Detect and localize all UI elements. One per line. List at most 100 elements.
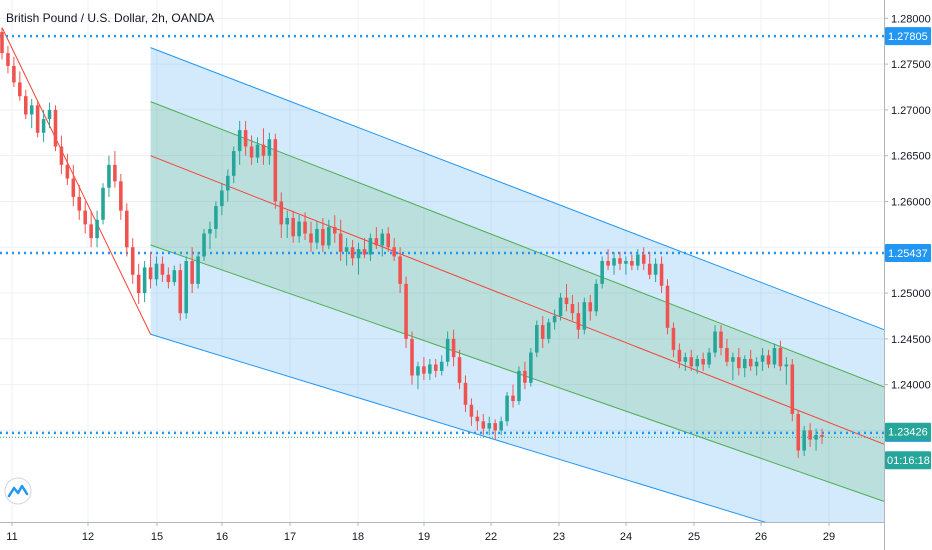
candle-body	[665, 285, 670, 328]
candle-body	[172, 270, 177, 283]
candle-body	[214, 206, 218, 229]
candle-body	[422, 366, 426, 374]
candle-body	[796, 413, 801, 451]
x-tick-label: 22	[485, 531, 497, 543]
candle-body	[754, 361, 759, 367]
candle-body	[499, 421, 503, 431]
candle-body	[487, 423, 492, 429]
channel-lower-line	[150, 333, 858, 550]
candle-body	[231, 151, 236, 176]
candle-body	[778, 348, 783, 367]
candle-body	[285, 217, 289, 225]
channel-inner-fill	[150, 101, 884, 502]
x-tick-label: 15	[151, 531, 163, 543]
candle-body	[546, 322, 551, 339]
candle-body	[475, 416, 480, 422]
candle-body	[41, 119, 46, 133]
candle-body	[582, 302, 587, 330]
candle-body	[766, 355, 771, 365]
candle-body	[267, 139, 272, 156]
candle-body	[701, 358, 705, 365]
candle-body	[130, 247, 135, 275]
candle-body	[814, 435, 818, 440]
chart-title: British Pound / U.S. Dollar, 2h, OANDA	[6, 11, 214, 25]
candle-body	[202, 233, 206, 257]
candle-body	[315, 228, 319, 243]
candle-body	[564, 297, 569, 305]
candle-body	[517, 370, 521, 402]
candle-body	[160, 263, 165, 275]
tradingview-logo[interactable]	[4, 477, 32, 505]
candle-body	[398, 256, 402, 284]
candle-body	[119, 181, 123, 211]
level-price-tag: 1.27805	[888, 31, 928, 43]
candle-body	[368, 238, 373, 255]
candle-body	[220, 190, 224, 207]
candle-body	[618, 258, 622, 264]
candle-body	[279, 201, 284, 225]
candle-body	[95, 219, 99, 239]
candle-body	[469, 404, 474, 417]
logo-chart-icon	[7, 484, 29, 498]
candle-body	[493, 423, 497, 431]
candle-body	[344, 247, 349, 252]
y-tick-label: 1.26000	[891, 196, 931, 208]
candle-body	[107, 164, 111, 188]
candle-body	[808, 430, 812, 440]
x-tick-label: 17	[284, 531, 296, 543]
candle-body	[249, 146, 254, 158]
x-tick-label: 16	[216, 531, 228, 543]
candle-body	[594, 283, 598, 312]
candle-body	[540, 325, 545, 339]
candle-body	[653, 263, 658, 275]
regression-line	[150, 155, 885, 445]
candle-body	[327, 227, 331, 246]
candle-body	[386, 233, 391, 248]
candle-body	[303, 221, 307, 234]
candle-body	[600, 261, 604, 284]
candle-body	[737, 357, 741, 369]
regression-channel	[1, 27, 885, 550]
candle-body	[463, 382, 468, 405]
candle-body	[237, 130, 242, 152]
current-price-tag-bg	[885, 422, 931, 441]
level-price-tag-bg	[885, 244, 931, 263]
candle-body	[291, 217, 295, 237]
candle-body	[457, 357, 462, 383]
candle-body	[392, 247, 396, 257]
candle-body	[59, 146, 64, 165]
candle-body	[142, 267, 147, 294]
candle-body	[89, 224, 93, 239]
candle-body	[148, 267, 153, 280]
candle-body	[641, 254, 646, 264]
candle-body	[677, 349, 682, 362]
candle-body	[647, 263, 652, 275]
level-price-tag: 1.25437	[888, 248, 928, 260]
candle-body	[184, 261, 188, 314]
candle-body	[77, 196, 82, 211]
x-tick-label: 24	[620, 531, 632, 543]
candle-body	[439, 361, 444, 371]
candle-body	[178, 270, 183, 314]
candle-body	[742, 358, 747, 369]
current-price-tag: 1.23426	[888, 427, 928, 439]
y-tick-label: 1.28000	[891, 13, 931, 25]
candle-body	[719, 331, 723, 348]
candle-body	[113, 164, 117, 182]
candle-body	[71, 178, 76, 197]
candle-body	[725, 348, 729, 362]
candle-body	[820, 435, 824, 437]
candle-body	[53, 109, 58, 147]
candle-body	[83, 210, 87, 225]
candle-body	[12, 65, 16, 83]
candle-body	[606, 261, 610, 266]
candle-body	[612, 258, 616, 266]
candle-body	[273, 139, 278, 202]
candle-body	[208, 228, 212, 234]
candle-body	[529, 352, 533, 383]
candle-body	[802, 430, 806, 451]
y-tick-label: 1.27500	[891, 59, 931, 71]
